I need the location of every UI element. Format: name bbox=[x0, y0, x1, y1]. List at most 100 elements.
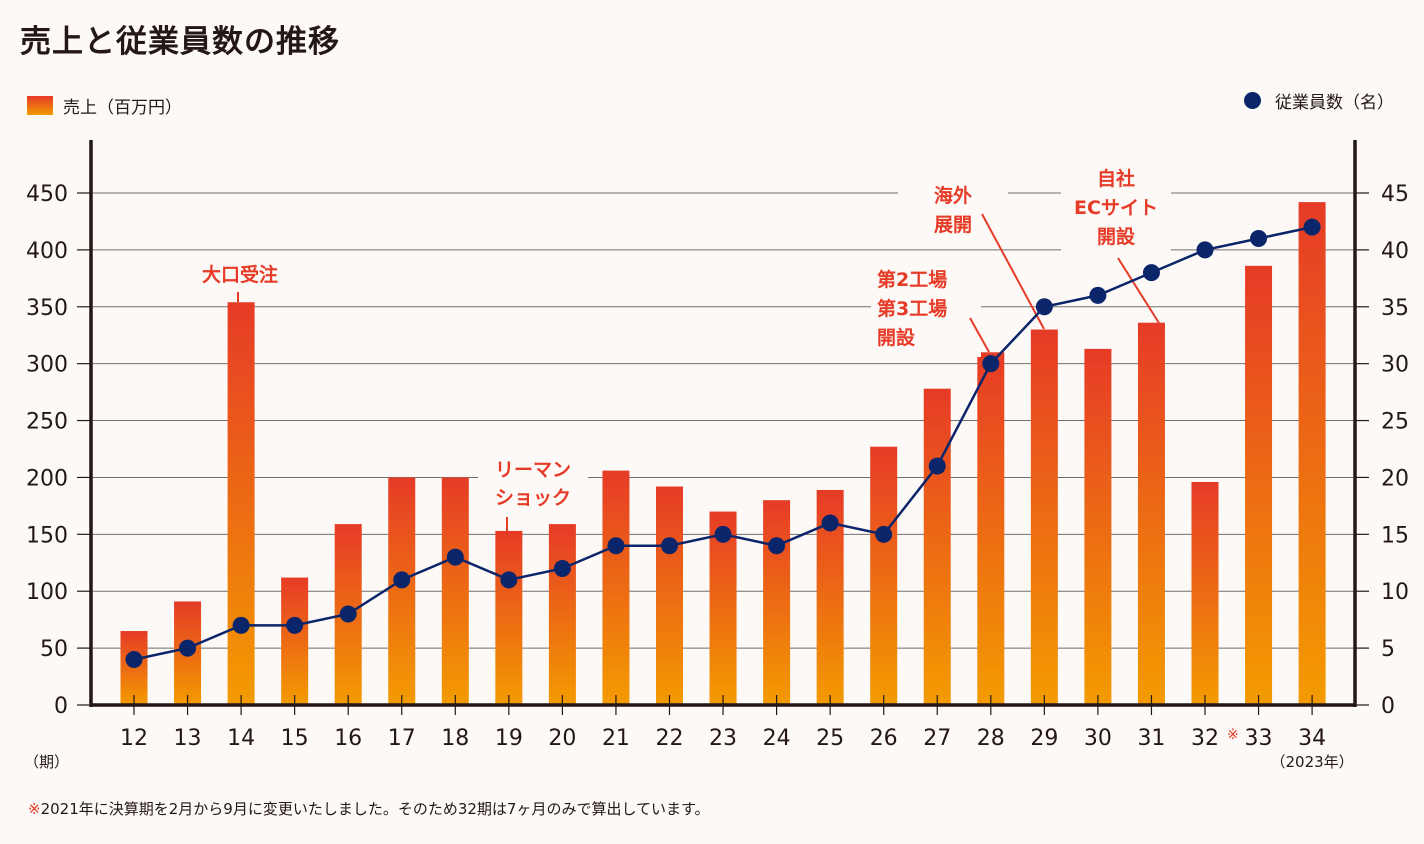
employee-point bbox=[232, 616, 250, 634]
employee-point bbox=[339, 605, 357, 623]
sales-bar bbox=[656, 486, 683, 705]
annotation-leader bbox=[1117, 257, 1160, 324]
annotation-label: リーマン bbox=[495, 459, 571, 481]
x-tick-label: 33 bbox=[1245, 726, 1273, 751]
sales-bar bbox=[923, 388, 951, 705]
employee-point bbox=[714, 525, 732, 543]
x-tick-label: 15 bbox=[281, 726, 309, 751]
right-tick-label: 30 bbox=[1381, 353, 1409, 378]
right-tick-label: 0 bbox=[1381, 694, 1395, 719]
x-tick-label: 12 bbox=[120, 726, 148, 751]
employee-point bbox=[1250, 230, 1268, 248]
axis-labels: 0 0 50 5 100 10 150 15 200 20 250 25 300 30 350 35 400 40… bbox=[24, 182, 1409, 771]
employee-point bbox=[179, 639, 197, 657]
right-tick-label: 45 bbox=[1381, 182, 1409, 207]
legend-employees: 従業員数（名） bbox=[1244, 88, 1394, 113]
chart-title: 売上と従業員数の推移 bbox=[20, 24, 340, 60]
employee-point bbox=[607, 537, 625, 555]
employee-point bbox=[1035, 298, 1053, 316]
footnote-mark: ※ bbox=[28, 800, 41, 818]
sales-bar bbox=[1030, 329, 1058, 705]
left-tick-label: 100 bbox=[26, 580, 68, 605]
left-tick-label: 400 bbox=[26, 239, 68, 264]
annotation-label: 展開 bbox=[934, 214, 972, 236]
x-tick-label: 23 bbox=[709, 726, 737, 751]
employee-point bbox=[1142, 264, 1160, 282]
annotation-label: 自社 bbox=[1097, 167, 1135, 190]
x-tick-label: 27 bbox=[923, 726, 951, 751]
sales-bar bbox=[709, 511, 737, 705]
annotation-14: 大口受注 bbox=[202, 263, 278, 302]
left-tick-label: 50 bbox=[40, 637, 68, 662]
left-tick-label: 150 bbox=[26, 523, 68, 548]
annotation-label: ショック bbox=[495, 487, 571, 509]
employee-dot-icon bbox=[1244, 92, 1261, 109]
x-axis-title: （期） bbox=[24, 753, 69, 771]
axes bbox=[77, 140, 1369, 715]
employee-point bbox=[1089, 286, 1107, 304]
right-tick-label: 25 bbox=[1381, 410, 1409, 435]
x-tick-label: 22 bbox=[656, 726, 684, 751]
annotation-background bbox=[1061, 163, 1171, 256]
sales-bar bbox=[870, 446, 898, 705]
left-tick-label: 250 bbox=[26, 410, 68, 435]
annotation-background bbox=[898, 180, 1008, 244]
right-tick-label: 40 bbox=[1381, 239, 1409, 264]
bars bbox=[120, 202, 1326, 705]
annotation-leader bbox=[981, 213, 1045, 330]
annotation-label: 第3工場 bbox=[877, 297, 947, 320]
employee-point bbox=[553, 559, 571, 577]
sales-bar bbox=[281, 577, 309, 705]
sales-bar bbox=[388, 477, 416, 705]
legend-employees-label: 従業員数（名） bbox=[1275, 93, 1394, 113]
x-tick-label: 31 bbox=[1137, 726, 1165, 751]
legend-sales: 売上（百万円） bbox=[27, 93, 182, 118]
right-tick-label: 35 bbox=[1381, 296, 1409, 321]
right-tick-label: 20 bbox=[1381, 466, 1409, 491]
sales-bar bbox=[1298, 202, 1326, 705]
annotation-label: 海外 bbox=[934, 184, 972, 207]
left-tick-label: 200 bbox=[26, 466, 68, 491]
employee-point bbox=[1303, 218, 1321, 236]
sales-bar bbox=[763, 500, 791, 705]
employee-point bbox=[875, 525, 893, 543]
sales-bar bbox=[495, 530, 523, 705]
left-tick-label: 350 bbox=[26, 296, 68, 321]
left-tick-label: 450 bbox=[26, 182, 68, 207]
right-tick-label: 15 bbox=[1381, 523, 1409, 548]
employee-line bbox=[125, 218, 1321, 668]
employee-point bbox=[1196, 241, 1214, 259]
annotation-label: 第2工場 bbox=[877, 268, 947, 291]
x-tick-label: 16 bbox=[334, 726, 362, 751]
x-tick-label: 30 bbox=[1084, 726, 1112, 751]
sales-bar bbox=[977, 352, 1005, 705]
year-note: （2023年） bbox=[1271, 753, 1354, 771]
employee-point bbox=[982, 355, 1000, 373]
employee-point bbox=[446, 548, 464, 566]
annotation-label: 開設 bbox=[877, 326, 916, 349]
employee-point bbox=[286, 616, 304, 634]
right-tick-label: 5 bbox=[1381, 637, 1395, 662]
annotation-background bbox=[871, 264, 981, 357]
x-tick-label: 19 bbox=[495, 726, 523, 751]
employee-point bbox=[661, 537, 678, 555]
employee-point bbox=[928, 457, 946, 475]
annotation-leader bbox=[969, 317, 990, 353]
annotation-label: 開設 bbox=[1097, 225, 1136, 248]
sales-bar bbox=[602, 470, 630, 705]
annotation-background bbox=[478, 454, 588, 516]
employee-point bbox=[821, 514, 839, 532]
sales-bar bbox=[1245, 265, 1273, 705]
left-tick-label: 300 bbox=[26, 353, 68, 378]
x-tick-label: 14 bbox=[227, 726, 255, 751]
sales-bar bbox=[1191, 481, 1219, 705]
x-tick-label: 28 bbox=[977, 726, 1005, 751]
footnote: ※2021年に決算期を2月から9月に変更いたしました。そのため32期は7ヶ月のみ… bbox=[28, 798, 710, 819]
x-tick-label: 25 bbox=[816, 726, 844, 751]
sales-bar bbox=[441, 477, 469, 705]
x-tick-label: 26 bbox=[870, 726, 898, 751]
